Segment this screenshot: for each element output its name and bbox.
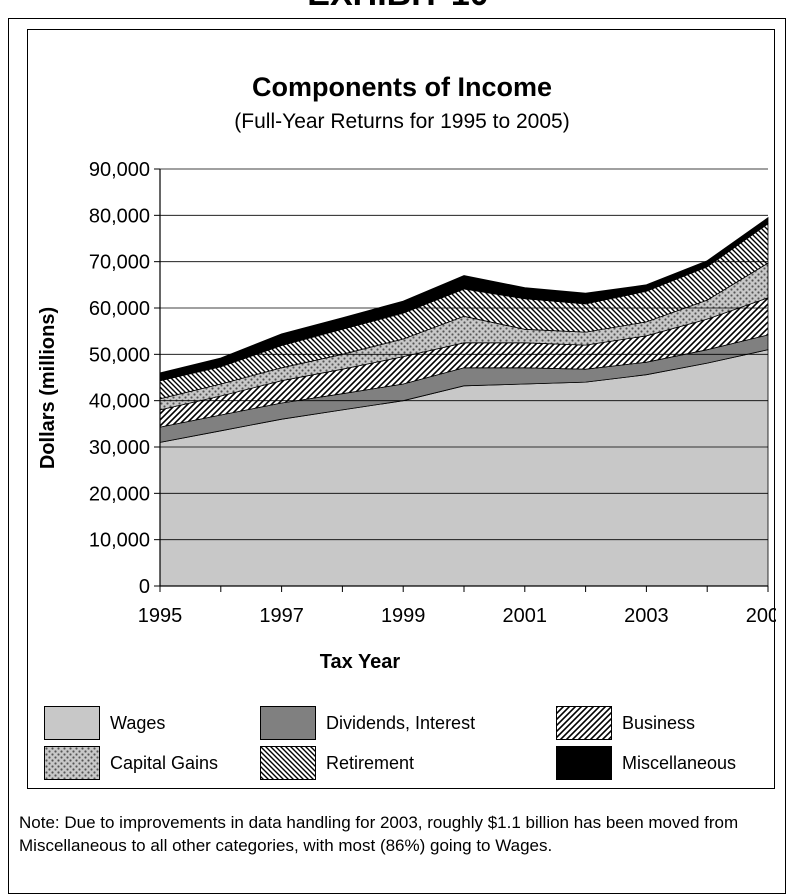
x-axis-label: Tax Year [320, 651, 401, 673]
axes [154, 168, 769, 592]
legend-item-miscellaneous: Miscellaneous [556, 746, 736, 780]
legend-item-business: Business [556, 706, 695, 740]
legend-label-retirement: Retirement [326, 752, 415, 773]
y-tick-label-0: 0 [139, 576, 150, 598]
gridlines [160, 168, 768, 541]
exhibit-title: EXHIBIT 10 [0, 0, 796, 14]
legend-item-capital-gains: Capital Gains [44, 746, 218, 780]
chart-area: 0 10,000 20,000 30,000 40,000 50,000 60,000 70,… [27, 29, 776, 789]
y-tick-label-3: 30,000 [89, 437, 150, 459]
y-tick-label-6: 60,000 [89, 298, 150, 320]
legend-label-business: Business [622, 712, 696, 733]
legend-item-dividends: Dividends, Interest [260, 706, 475, 740]
x-tick-label-0: 1995 [138, 605, 183, 627]
area-chart: 0 10,000 20,000 30,000 40,000 50,000 60,000 70,… [37, 159, 776, 673]
y-tick-label-4: 40,000 [89, 391, 150, 413]
y-tick-label-8: 80,000 [89, 205, 150, 227]
legend-label-capital-gains: Capital Gains [110, 752, 219, 773]
legend-swatch-wages [44, 706, 100, 740]
y-tick-label-9: 90,000 [89, 159, 150, 181]
y-tick-label-7: 70,000 [89, 252, 150, 274]
y-tick-label-5: 50,000 [89, 344, 150, 366]
x-tick-label-4: 2003 [624, 605, 669, 627]
chart-title: Components of Income [251, 72, 552, 102]
series-areas [159, 216, 769, 587]
legend-swatch-business [556, 706, 612, 740]
legend-swatch-retirement [260, 746, 316, 780]
exhibit-frame: 0 10,000 20,000 30,000 40,000 50,000 60,000 70,… [8, 18, 786, 894]
x-tick-label-5: 2005 [746, 605, 776, 627]
legend-label-dividends: Dividends, Interest [326, 712, 476, 733]
y-tick-label-1: 10,000 [89, 530, 150, 552]
x-tick-label-1: 1997 [259, 605, 304, 627]
legend-swatch-dividends [260, 706, 316, 740]
y-tick-label-2: 20,000 [89, 483, 150, 505]
legend-swatch-miscellaneous [556, 746, 612, 780]
legend-item-wages: Wages [44, 706, 165, 740]
x-tick-label-2: 1999 [381, 605, 426, 627]
footnote: Note: Due to improvements in data handli… [19, 813, 739, 855]
legend-label-wages: Wages [110, 712, 166, 733]
legend-swatch-capital-gains [44, 746, 100, 780]
chart-subtitle: (Full-Year Returns for 1995 to 2005) [234, 110, 570, 133]
tick-labels: 0 10,000 20,000 30,000 40,000 50,000 60,000 70,… [89, 159, 776, 627]
y-axis-label: Dollars (millions) [37, 307, 59, 469]
x-tick-label-3: 2001 [503, 605, 548, 627]
legend-item-retirement: Retirement [260, 746, 414, 780]
area-miscellaneous [159, 216, 769, 382]
legend-label-miscellaneous: Miscellaneous [622, 752, 737, 773]
